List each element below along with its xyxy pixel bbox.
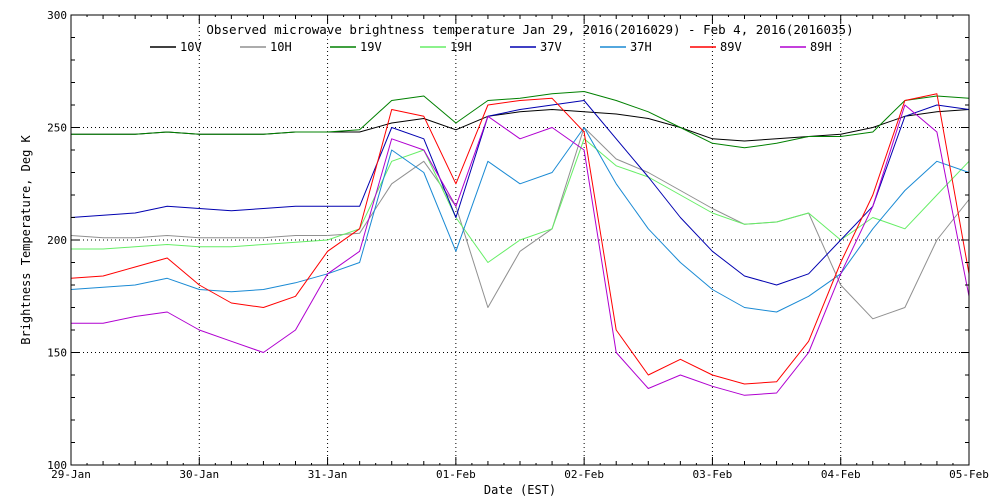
series-line-19V xyxy=(71,91,970,149)
series-line-89V xyxy=(70,93,970,385)
legend-label-19H: 19H xyxy=(450,40,472,54)
y-tick-label: 150 xyxy=(47,347,67,360)
series-line-10H xyxy=(70,127,970,320)
chart-title: Observed microwave brightness temperatur… xyxy=(206,22,853,37)
x-tick-label: 03-Feb xyxy=(693,468,733,481)
series-line-89H xyxy=(71,104,970,396)
x-tick-label: 01-Feb xyxy=(436,468,476,481)
legend-label-89V: 89V xyxy=(720,40,742,54)
y-axis-label: Brightness Temperature, Deg K xyxy=(19,134,33,344)
x-tick-label: 31-Jan xyxy=(308,468,348,481)
legend-label-89H: 89H xyxy=(810,40,832,54)
y-tick-label: 100 xyxy=(47,459,67,472)
x-tick-label: 30-Jan xyxy=(179,468,219,481)
legend: 10V 10H 19V 19H 37V 37H 89V 89H xyxy=(150,40,832,54)
y-tick-label: 250 xyxy=(47,122,67,135)
series-line-37V xyxy=(70,100,970,286)
legend-label-10V: 10V xyxy=(180,40,202,54)
series-layer xyxy=(70,91,970,396)
series-line-37H xyxy=(70,127,970,313)
legend-label-37H: 37H xyxy=(630,40,652,54)
ticks: 29-Jan 30-Jan 31-Jan 01-Feb 02-Feb 03-Feb 04-F… xyxy=(47,9,989,481)
y-tick-label: 200 xyxy=(47,234,67,247)
legend-label-19V: 19V xyxy=(360,40,382,54)
x-axis-label: Date (EST) xyxy=(484,483,556,497)
x-tick-label: 29-Jan xyxy=(51,468,91,481)
x-tick-label: 04-Feb xyxy=(821,468,861,481)
legend-label-10H: 10H xyxy=(270,40,292,54)
x-tick-label: 05-Feb xyxy=(949,468,989,481)
legend-label-37V: 37V xyxy=(540,40,562,54)
series-line-19H xyxy=(71,138,970,263)
y-tick-label: 300 xyxy=(47,9,67,22)
x-tick-label: 02-Feb xyxy=(564,468,604,481)
